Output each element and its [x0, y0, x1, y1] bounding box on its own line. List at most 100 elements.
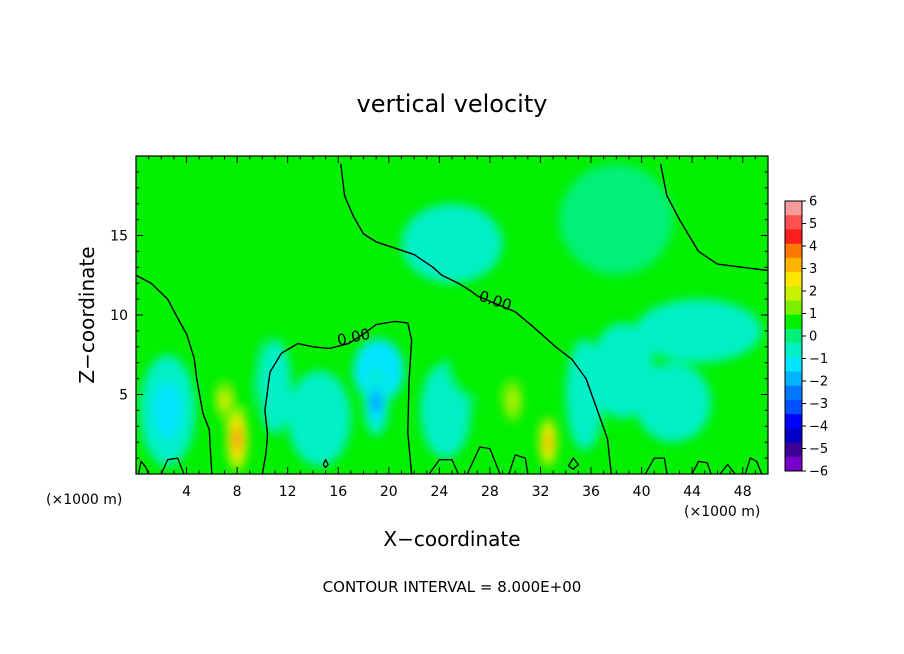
colorbar-swatch	[785, 456, 802, 472]
colorbar-label: 6	[809, 195, 817, 210]
zero-contour-line	[261, 320, 413, 474]
x-tick-label: 4	[182, 484, 191, 500]
surface-contour-line	[466, 446, 501, 474]
field-blob-level	[508, 391, 517, 410]
colorbar-swatch	[785, 272, 802, 287]
y-tick-label: 10	[110, 308, 128, 324]
zero-contour-line	[340, 163, 612, 474]
x-tick-label: 44	[683, 484, 701, 500]
field-blob-level	[221, 392, 228, 410]
surface-contour-line	[719, 463, 736, 474]
colorbar-swatch	[785, 229, 802, 245]
surface-contour-line	[744, 457, 763, 474]
field-blob	[258, 338, 292, 435]
field-blob-level	[635, 362, 712, 443]
colorbar-swatch	[785, 300, 802, 316]
field-blob-level	[401, 203, 503, 284]
field-blob-level	[153, 382, 182, 439]
x-tick-label: 48	[734, 484, 752, 500]
zero-contour-line	[136, 274, 213, 474]
field-blob	[294, 281, 358, 333]
x-tick-label: 20	[380, 484, 398, 500]
colorbar-label: 0	[809, 330, 817, 345]
contour-interval-text: CONTOUR INTERVAL = 8.000E+00	[323, 578, 582, 596]
colorbar-label: −4	[809, 420, 828, 435]
colorbar-swatch	[785, 428, 802, 443]
colorbar-label: 5	[809, 217, 817, 232]
field-blob-level	[545, 435, 551, 450]
x-axis-ticks: 4 8 12 16 20 24 28 32 36 40 44 48	[148, 156, 756, 500]
x-tick-label: 32	[532, 484, 550, 500]
field-blob-level	[258, 338, 292, 435]
field-blob	[401, 203, 503, 284]
field-blob-level	[371, 391, 381, 414]
colorbar-label: −6	[809, 465, 828, 480]
colorbar-label: −1	[809, 352, 828, 367]
field-blob-level	[201, 275, 263, 419]
zero-contour-line	[659, 163, 768, 272]
colorbar-swatch	[785, 243, 802, 259]
field-blob	[445, 322, 522, 403]
colorbar-label: 4	[809, 240, 817, 255]
field-blob	[501, 373, 525, 428]
colorbar-swatch	[785, 286, 802, 301]
velocity-field	[139, 163, 762, 474]
field-blob	[537, 413, 559, 471]
chart-title: vertical velocity	[357, 90, 548, 118]
x-tick-label: 40	[633, 484, 651, 500]
x-axis-label: X−coordinate	[383, 527, 520, 551]
colorbar-swatch	[785, 343, 802, 358]
colorbar-label: −2	[809, 375, 828, 390]
field-blob	[201, 275, 263, 419]
y-axis-label: Z−coordinate	[75, 246, 99, 383]
colorbar-swatch	[785, 201, 802, 216]
colorbar-swatch	[785, 442, 802, 458]
x-tick-label: 24	[430, 484, 448, 500]
field-blob-level	[234, 431, 240, 447]
colorbar-swatch	[785, 328, 802, 344]
colorbar-swatch	[785, 399, 802, 415]
colorbar-swatch	[785, 357, 802, 372]
colorbar-swatch	[785, 314, 802, 330]
field-blob-level	[445, 322, 522, 403]
field-blob	[287, 370, 351, 467]
field-blob-level	[294, 281, 358, 333]
field-blob	[635, 362, 712, 443]
field-blob	[565, 338, 604, 451]
field-blob	[559, 163, 674, 276]
y-axis-ticks: 5 10 15	[110, 171, 768, 459]
y-tick-label: 5	[119, 388, 128, 404]
field-blob-level	[565, 338, 604, 451]
field-blob-level	[287, 370, 351, 467]
field-blob	[139, 354, 196, 467]
colorbar-swatch	[785, 257, 802, 273]
colorbar-label: 1	[809, 307, 817, 322]
surface-contour-line	[691, 460, 712, 474]
colorbar-swatch	[785, 215, 802, 230]
surface-contour-line	[428, 459, 459, 474]
field-blob	[635, 299, 762, 363]
x-unit-right: (×1000 m)	[684, 504, 760, 520]
surface-contour-line	[160, 457, 185, 474]
x-tick-label: 12	[279, 484, 297, 500]
surface-contour-line	[137, 460, 150, 474]
field-blob-level	[635, 299, 762, 363]
colorbar-label: 3	[809, 262, 817, 277]
x-unit-left: (×1000 m)	[46, 492, 122, 508]
y-tick-label: 15	[110, 229, 128, 245]
field-blob-level	[559, 163, 674, 276]
colorbar-label: 2	[809, 285, 817, 300]
field-blob	[363, 369, 389, 436]
zero-contours	[136, 163, 768, 474]
x-tick-label: 28	[481, 484, 499, 500]
surface-contour-line	[567, 457, 580, 470]
surface-contour-line	[508, 454, 529, 474]
colorbar-swatch	[785, 414, 802, 429]
surface-contour-line	[644, 457, 668, 474]
colorbar-swatch	[785, 371, 802, 387]
colorbar: 6 5 4 3 2 1 0 −1 −2 −3 −4 −5 −6	[784, 195, 828, 480]
x-tick-label: 36	[582, 484, 600, 500]
surface-contour-line	[322, 459, 329, 469]
